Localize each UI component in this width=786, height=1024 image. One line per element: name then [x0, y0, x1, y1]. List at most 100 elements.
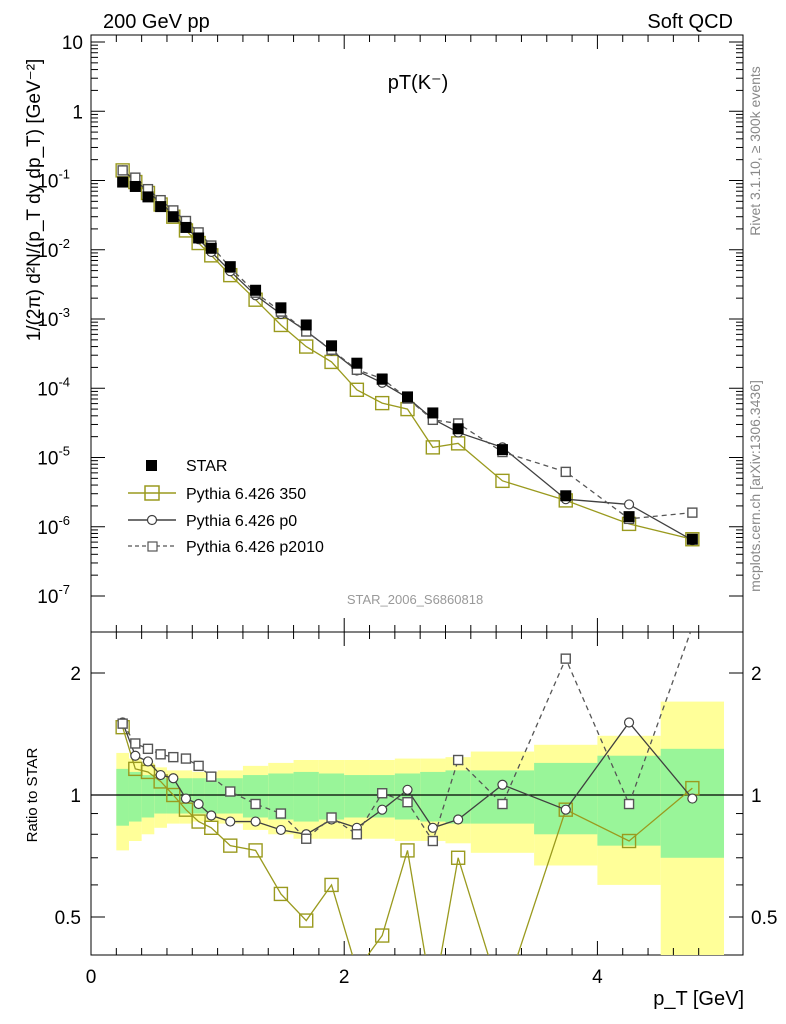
legend-marker-p0 — [146, 514, 158, 526]
ratio-point — [558, 802, 573, 817]
mc-point — [425, 440, 441, 455]
star-point — [427, 407, 439, 419]
ratio-point — [142, 743, 154, 755]
ratio-point — [155, 769, 166, 781]
ratio-y-tick-label: 2 — [751, 664, 762, 685]
ratio-point — [117, 718, 128, 729]
uncertainty-band-green — [293, 771, 319, 822]
ratio-point — [326, 812, 337, 823]
mc-point — [560, 466, 571, 478]
mc-point — [623, 499, 635, 510]
ratio-point — [193, 760, 204, 772]
ratio-point — [351, 829, 363, 840]
legend-label-p0: Pythia 6.426 p0 — [186, 513, 297, 530]
uncertainty-band-green — [242, 775, 269, 818]
ratio-point — [301, 833, 312, 844]
ratio-point — [560, 804, 571, 815]
ratio-point — [299, 913, 314, 928]
series-line-1 — [122, 169, 693, 540]
uncertainty-band-green — [204, 778, 218, 814]
ratio-point — [250, 798, 261, 810]
uncertainty-band-green — [318, 773, 345, 820]
chart-title: pT(K⁻) — [388, 72, 449, 94]
ratio-point — [275, 808, 287, 819]
y-tick-label: 10-4 — [37, 374, 70, 400]
ratio-line-1 — [122, 721, 693, 835]
ratio-point — [350, 963, 363, 976]
star-point — [129, 180, 141, 192]
ratio-point — [621, 833, 637, 849]
ratio-point — [450, 850, 466, 865]
ratio-point — [324, 877, 339, 893]
ratio-point — [155, 749, 166, 760]
star-point — [496, 444, 508, 456]
ratio-point — [130, 750, 141, 761]
y-tick-exponent: -5 — [58, 444, 70, 459]
ratio-point — [275, 824, 287, 836]
ratio-point — [193, 798, 204, 810]
uncertainty-band-green — [116, 768, 129, 826]
x-tick-label: 0 — [86, 967, 97, 988]
star-point — [250, 284, 262, 296]
mc-point — [495, 473, 510, 489]
ratio-y-tick-label: 0.5 — [751, 908, 777, 929]
star-point — [205, 242, 217, 254]
star-point — [623, 511, 635, 523]
ratio-point — [453, 814, 464, 825]
star-point — [142, 191, 154, 203]
star-point — [686, 533, 698, 545]
mcplots-label: mcplots.cern.ch [arXiv:1306.3436] — [747, 380, 763, 592]
y-tick-exponent: -4 — [58, 374, 70, 389]
ratio-line-2 — [122, 632, 692, 843]
ratio-panel: 0.5 0.5 1 1 2 2 0 2 4 — [55, 631, 777, 1008]
y-tick-exponent: -7 — [58, 582, 70, 597]
ratio-point — [180, 753, 192, 764]
star-point — [193, 232, 205, 244]
ratio-point — [426, 995, 439, 1008]
ratio-point — [248, 843, 263, 858]
mc-point — [299, 339, 314, 354]
ratio-point — [273, 886, 289, 902]
ratio-point — [180, 793, 192, 804]
star-point — [167, 211, 179, 223]
ratio-point — [687, 793, 698, 804]
ratio-y-tick-label: 1 — [751, 786, 762, 807]
x-tick-label: 2 — [339, 967, 350, 988]
star-point — [275, 302, 287, 314]
y-tick-exponent: -2 — [58, 236, 70, 251]
star-point — [402, 391, 414, 403]
star-point — [351, 357, 363, 369]
legend-marker-350 — [144, 485, 160, 501]
ratio-y-tick-label: 2 — [70, 664, 81, 685]
header-left: 200 GeV pp — [103, 11, 210, 33]
ratio-point — [168, 773, 179, 784]
y-tick-label: 10-5 — [37, 444, 70, 470]
ratio-point — [250, 816, 261, 827]
series-line-2 — [122, 169, 693, 541]
legend-marker-p2010 — [147, 541, 158, 552]
uncertainty-band-green — [534, 762, 598, 835]
uncertainty-band-green — [470, 770, 535, 824]
legend-label-p2010: Pythia 6.426 p2010 — [186, 539, 324, 556]
y-axis-label: 1/(2π) d²N/(p_T dy dp_T) [GeV⁻²] — [24, 59, 45, 342]
ratio-point — [497, 779, 508, 790]
star-point — [300, 319, 312, 331]
ratio-point — [427, 835, 439, 847]
star-point — [326, 340, 338, 352]
star-point — [117, 176, 129, 188]
ratio-point — [402, 784, 413, 795]
bottom-frame — [90, 631, 744, 956]
y-tick-label: 1 — [72, 102, 83, 123]
ratio-point — [206, 771, 217, 782]
mc-point — [117, 165, 128, 176]
star-point — [180, 221, 192, 233]
ratio-point — [225, 816, 236, 827]
uncertainty-band-green — [141, 775, 155, 818]
ratio-point — [142, 756, 154, 767]
uncertainty-band-green — [344, 775, 370, 818]
y-tick-exponent: -3 — [58, 305, 70, 320]
series-line-3 — [122, 169, 693, 520]
x-axis-label: p_T [GeV] — [653, 988, 744, 1010]
ratio-point — [376, 788, 388, 799]
y-tick-exponent: -6 — [58, 513, 70, 528]
